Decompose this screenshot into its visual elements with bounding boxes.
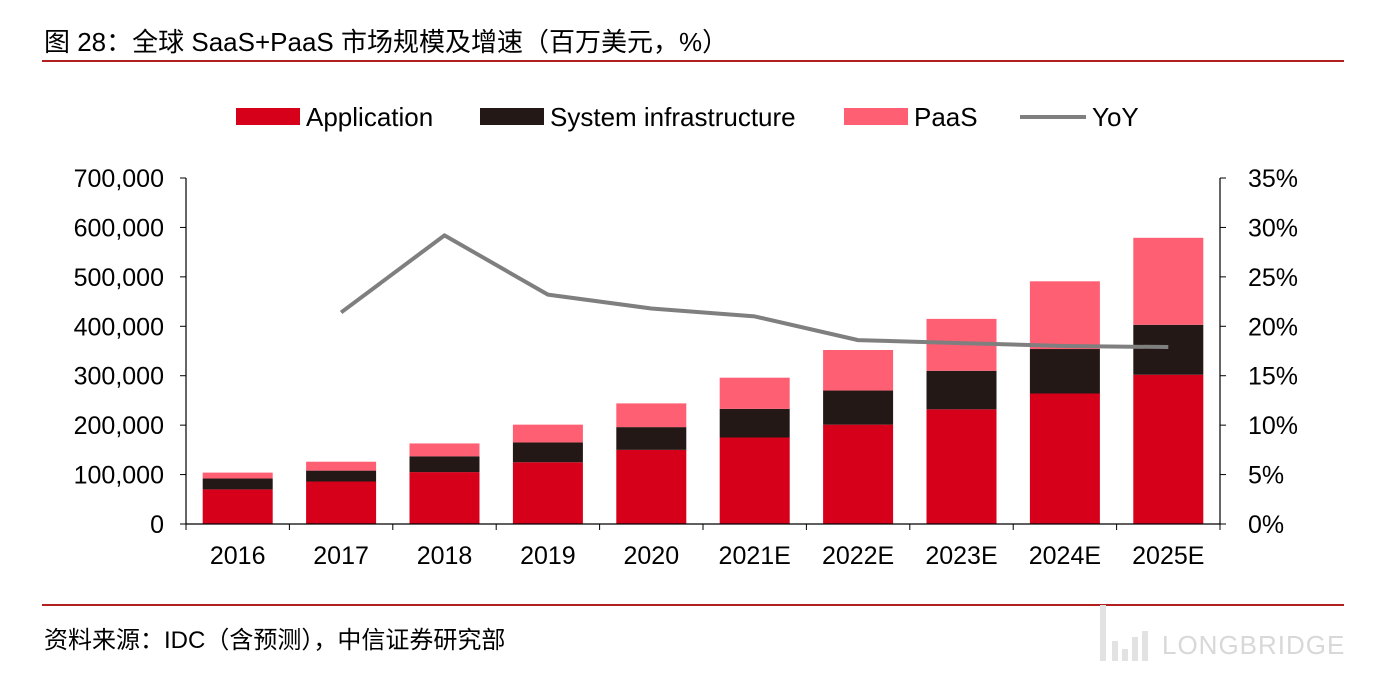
bar-paas-2022E: [823, 350, 894, 391]
bar-system-infrastructure-2024E: [1029, 349, 1100, 394]
x-tick-label-2019: 2019: [520, 542, 576, 570]
right-tick-label: 25%: [1248, 264, 1298, 292]
legend-swatch-application: [236, 108, 300, 125]
left-tick-label: 300,000: [74, 363, 164, 391]
bar-system-infrastructure-2016: [202, 478, 273, 490]
x-tick-label-2020: 2020: [623, 542, 679, 570]
x-tick-label-2024E: 2024E: [1029, 542, 1101, 570]
bar-system-infrastructure-2022E: [823, 390, 894, 425]
bar-paas-2021E: [719, 377, 790, 409]
legend-swatch-paas: [844, 108, 908, 125]
x-tick-label-2022E: 2022E: [822, 542, 894, 570]
legend-swatch-system-infrastructure: [480, 108, 544, 125]
bar-paas-2025E: [1133, 237, 1204, 325]
bar-paas-2018: [409, 443, 480, 457]
figure-title: 图 28：全球 SaaS+PaaS 市场规模及增速（百万美元，%）: [44, 27, 729, 57]
bar-application-2020: [616, 449, 687, 524]
stacked-bar-line-chart: 0 100,000 200,000 300,000 400,000 500,000 600,…: [74, 102, 1298, 570]
right-tick-label: 5%: [1248, 462, 1284, 490]
x-tick-label-2016: 2016: [210, 542, 266, 570]
x-tick-label-2018: 2018: [417, 542, 473, 570]
left-tick-label: 0: [150, 511, 164, 539]
bar-application-2024E: [1029, 393, 1100, 524]
bar-application-2023E: [926, 409, 997, 524]
bar-paas-2017: [306, 461, 377, 471]
longbridge-logo-icon: [1100, 605, 1152, 661]
bar-application-2021E: [719, 437, 790, 524]
bar-application-2018: [409, 472, 480, 524]
legend-label-paas: PaaS: [914, 102, 978, 132]
right-tick-label: 10%: [1248, 412, 1298, 440]
left-tick-label: 100,000: [74, 462, 164, 490]
bar-application-2025E: [1133, 374, 1204, 524]
right-tick-label: 20%: [1248, 313, 1298, 341]
bar-system-infrastructure-2023E: [926, 370, 997, 410]
x-tick-label-2023E: 2023E: [925, 542, 997, 570]
bar-paas-2024E: [1029, 281, 1100, 350]
bar-system-infrastructure-2025E: [1133, 324, 1204, 375]
watermark: LONGBRIDGE: [1100, 605, 1345, 661]
left-tick-label: 200,000: [74, 412, 164, 440]
right-tick-label: 35%: [1248, 165, 1298, 193]
bar-application-2022E: [823, 424, 894, 524]
bar-paas-2016: [202, 472, 273, 479]
bar-application-2017: [306, 481, 377, 524]
x-tick-label-2017: 2017: [313, 542, 369, 570]
bar-system-infrastructure-2021E: [719, 408, 790, 438]
source-note: 资料来源：IDC（含预测），中信证券研究部: [44, 627, 506, 654]
left-tick-label: 700,000: [74, 165, 164, 193]
bar-system-infrastructure-2019: [512, 442, 583, 463]
right-tick-label: 15%: [1248, 363, 1298, 391]
bar-paas-2019: [512, 424, 583, 443]
right-tick-label: 0%: [1248, 511, 1284, 539]
legend-label-application: Application: [306, 102, 433, 132]
bar-application-2019: [512, 462, 583, 524]
bar-system-infrastructure-2017: [306, 470, 377, 482]
bar-paas-2020: [616, 403, 687, 428]
right-tick-label: 30%: [1248, 214, 1298, 242]
left-tick-label: 600,000: [74, 214, 164, 242]
source-divider: [42, 604, 1344, 606]
legend-label-system-infrastructure: System infrastructure: [550, 102, 796, 132]
x-tick-label-2025E: 2025E: [1132, 542, 1204, 570]
bar-system-infrastructure-2018: [409, 456, 480, 473]
legend-label-yoy: YoY: [1092, 102, 1139, 132]
bar-application-2016: [202, 489, 273, 524]
title-divider: [42, 60, 1344, 62]
watermark-text: LONGBRIDGE: [1162, 630, 1346, 660]
x-tick-label-2021E: 2021E: [719, 542, 791, 570]
left-tick-label: 500,000: [74, 264, 164, 292]
bar-system-infrastructure-2020: [616, 427, 687, 450]
left-tick-label: 400,000: [74, 313, 164, 341]
